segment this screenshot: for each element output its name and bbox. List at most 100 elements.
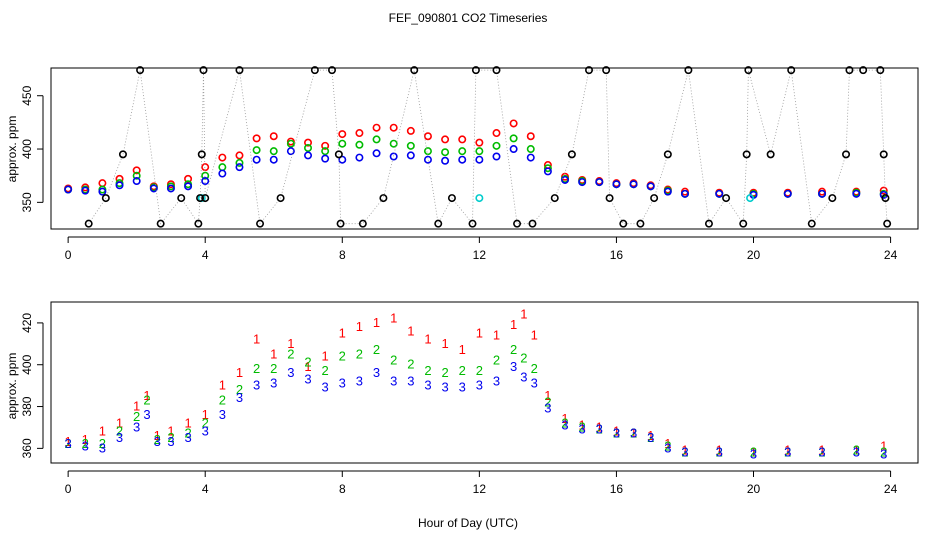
data-point-label: 2 xyxy=(613,426,620,441)
y-tick-label: 450 xyxy=(20,85,34,105)
data-point-label: 2 xyxy=(476,363,483,378)
data-point-label: 3 xyxy=(167,434,174,449)
data-point-label: 3 xyxy=(818,445,825,460)
data-point xyxy=(434,219,443,228)
data-point-label: 1 xyxy=(143,388,150,403)
data-point-label: 2 xyxy=(459,363,466,378)
data-point xyxy=(132,166,141,175)
x-tick-label: 12 xyxy=(473,482,487,496)
data-point xyxy=(184,174,193,183)
data-point-label: 2 xyxy=(407,357,414,372)
x-tick-label: 4 xyxy=(202,248,209,262)
data-point-label: 2 xyxy=(510,342,517,357)
data-point xyxy=(468,219,477,228)
data-point xyxy=(567,150,576,159)
data-point-label: 2 xyxy=(520,350,527,365)
data-point-label: 2 xyxy=(133,409,140,424)
data-point-label: 2 xyxy=(202,415,209,430)
data-point xyxy=(704,219,713,228)
data-point xyxy=(269,147,278,156)
data-point xyxy=(304,143,313,152)
data-point-label: 1 xyxy=(493,327,500,342)
data-point xyxy=(739,219,748,228)
data-point-label: 3 xyxy=(441,380,448,395)
data-point xyxy=(612,180,621,189)
data-point xyxy=(235,66,244,75)
data-point xyxy=(441,135,450,144)
data-point xyxy=(876,66,885,75)
data-point-label: 2 xyxy=(493,353,500,368)
data-point-label: 1 xyxy=(596,419,603,434)
y-tick-label: 400 xyxy=(20,139,34,159)
data-point-label: 1 xyxy=(476,325,483,340)
data-point-label: 2 xyxy=(531,361,538,376)
data-point-label: 3 xyxy=(520,369,527,384)
data-point-label: 2 xyxy=(143,392,150,407)
data-point-label: 3 xyxy=(647,430,654,445)
data-point xyxy=(458,135,467,144)
data-point xyxy=(336,219,345,228)
chart-title: FEF_090801 CO2 Timeseries xyxy=(389,11,548,25)
data-point-label: 3 xyxy=(750,447,757,462)
data-point-label: 2 xyxy=(167,430,174,445)
data-point xyxy=(879,150,888,159)
data-point xyxy=(746,194,755,203)
data-point-label: 1 xyxy=(784,442,791,457)
data-point-label: 1 xyxy=(459,342,466,357)
data-point-label: 3 xyxy=(116,430,123,445)
data-point-label: 1 xyxy=(99,424,106,439)
data-point xyxy=(783,189,792,198)
data-point xyxy=(269,155,278,164)
data-point-label: 3 xyxy=(304,371,311,386)
data-point-label: 1 xyxy=(219,378,226,393)
data-point xyxy=(605,194,614,203)
data-point-label: 1 xyxy=(202,407,209,422)
data-point xyxy=(492,152,501,161)
data-point-label: 3 xyxy=(99,440,106,455)
x-tick-label: 8 xyxy=(339,248,346,262)
data-point-label: 1 xyxy=(441,336,448,351)
data-point xyxy=(663,150,672,159)
data-point xyxy=(475,147,484,156)
x-tick-label: 0 xyxy=(65,248,72,262)
data-point-label: 2 xyxy=(287,346,294,361)
data-point xyxy=(447,194,456,203)
data-point-label: 1 xyxy=(544,388,551,403)
data-point xyxy=(136,66,145,75)
data-point-label: 2 xyxy=(339,348,346,363)
data-point xyxy=(218,169,227,178)
data-point xyxy=(156,219,165,228)
data-point-label: 3 xyxy=(356,373,363,388)
data-point-label: 3 xyxy=(880,447,887,462)
x-tick-label: 12 xyxy=(473,248,487,262)
y-axis-label-bottom: approx. ppm xyxy=(5,353,19,420)
data-point-label: 2 xyxy=(818,445,825,460)
data-point-label: 3 xyxy=(493,373,500,388)
data-point xyxy=(252,146,261,155)
data-point-label: 1 xyxy=(561,411,568,426)
data-point xyxy=(636,219,645,228)
data-point-label: 3 xyxy=(579,422,586,437)
data-point xyxy=(528,219,537,228)
data-point xyxy=(543,164,552,173)
x-tick-label: 16 xyxy=(610,248,624,262)
data-point xyxy=(595,178,604,187)
plot-frame xyxy=(50,67,919,230)
x-tick-label: 16 xyxy=(610,482,624,496)
plot-frame xyxy=(50,301,919,464)
data-point-label: 2 xyxy=(853,442,860,457)
data-point xyxy=(115,181,124,190)
data-point xyxy=(199,66,208,75)
data-point xyxy=(475,155,484,164)
data-point xyxy=(355,129,364,138)
data-point xyxy=(201,177,210,186)
data-point xyxy=(441,148,450,157)
data-point xyxy=(585,66,594,75)
data-point xyxy=(132,177,141,186)
data-point xyxy=(845,66,854,75)
spike-connector-line xyxy=(88,69,888,225)
data-point xyxy=(458,147,467,156)
